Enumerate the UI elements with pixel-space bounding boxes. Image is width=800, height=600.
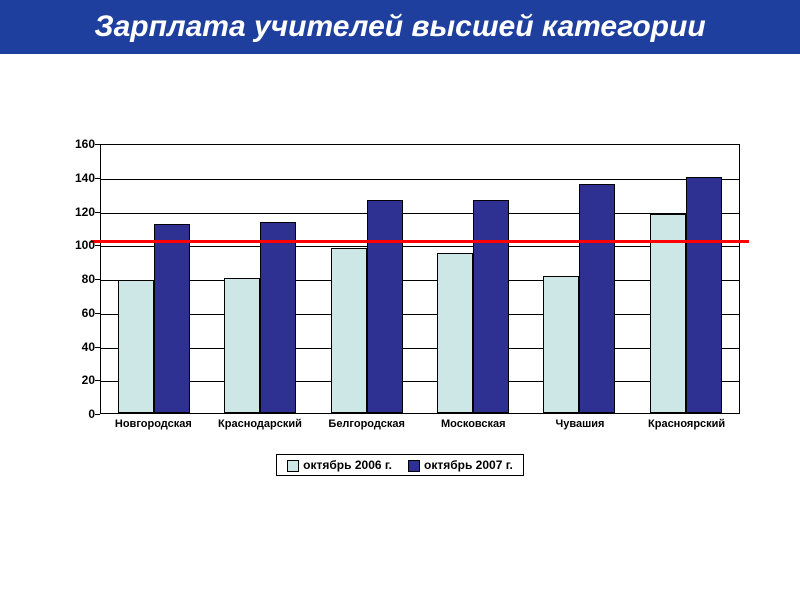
page-title: Зарплата учителей высшей категории (0, 0, 800, 54)
bar-groups (101, 145, 739, 413)
plot-area (100, 144, 740, 414)
y-tick-label: 0 (60, 407, 95, 421)
y-tick-label: 20 (60, 373, 95, 387)
bar (154, 224, 190, 413)
legend-item: октябрь 2006 г. (287, 458, 392, 472)
y-tick-label: 120 (60, 205, 95, 219)
y-tick-label: 100 (60, 238, 95, 252)
x-tick-label: Чувашия (535, 418, 625, 444)
x-tick-label: Краснодарский (215, 418, 305, 444)
bar (437, 253, 473, 413)
x-axis-labels: Новгородская Краснодарский Белгородская Мос… (100, 418, 740, 444)
y-tick-mark (95, 144, 100, 145)
y-tick-label: 40 (60, 340, 95, 354)
bar-group (543, 184, 615, 414)
y-tick-label: 140 (60, 171, 95, 185)
x-tick-label: Московская (428, 418, 518, 444)
bar-group (650, 177, 722, 413)
y-tick-mark (95, 347, 100, 348)
legend-swatch (287, 460, 299, 472)
y-tick-label: 160 (60, 137, 95, 151)
y-tick-mark (95, 313, 100, 314)
bar (260, 222, 296, 413)
y-tick-mark (95, 212, 100, 213)
y-tick-label: 60 (60, 306, 95, 320)
bar-group (224, 222, 296, 413)
y-tick-label: 80 (60, 272, 95, 286)
legend-swatch (408, 460, 420, 472)
bar-group (118, 224, 190, 413)
legend-label: октябрь 2007 г. (424, 458, 513, 472)
bar (331, 248, 367, 413)
bar (579, 184, 615, 414)
y-tick-mark (95, 414, 100, 415)
x-tick-label: Красноярский (642, 418, 732, 444)
bar (543, 276, 579, 413)
y-tick-mark (95, 245, 100, 246)
bar (650, 214, 686, 413)
y-tick-mark (95, 279, 100, 280)
reference-line (91, 240, 749, 243)
legend: октябрь 2006 г. октябрь 2007 г. (276, 454, 524, 476)
bar (118, 280, 154, 413)
bar (473, 200, 509, 413)
chart: 020406080100120140160 НовгородскаяКрасно… (60, 144, 760, 444)
legend-label: октябрь 2006 г. (303, 458, 392, 472)
bar (224, 278, 260, 413)
bar (367, 200, 403, 413)
bar (686, 177, 722, 413)
legend-item: октябрь 2007 г. (408, 458, 513, 472)
y-tick-mark (95, 380, 100, 381)
bar-group (437, 200, 509, 413)
x-tick-label: Белгородская (322, 418, 412, 444)
y-tick-mark (95, 178, 100, 179)
bar-group (331, 200, 403, 413)
x-tick-label: Новгородская (108, 418, 198, 444)
